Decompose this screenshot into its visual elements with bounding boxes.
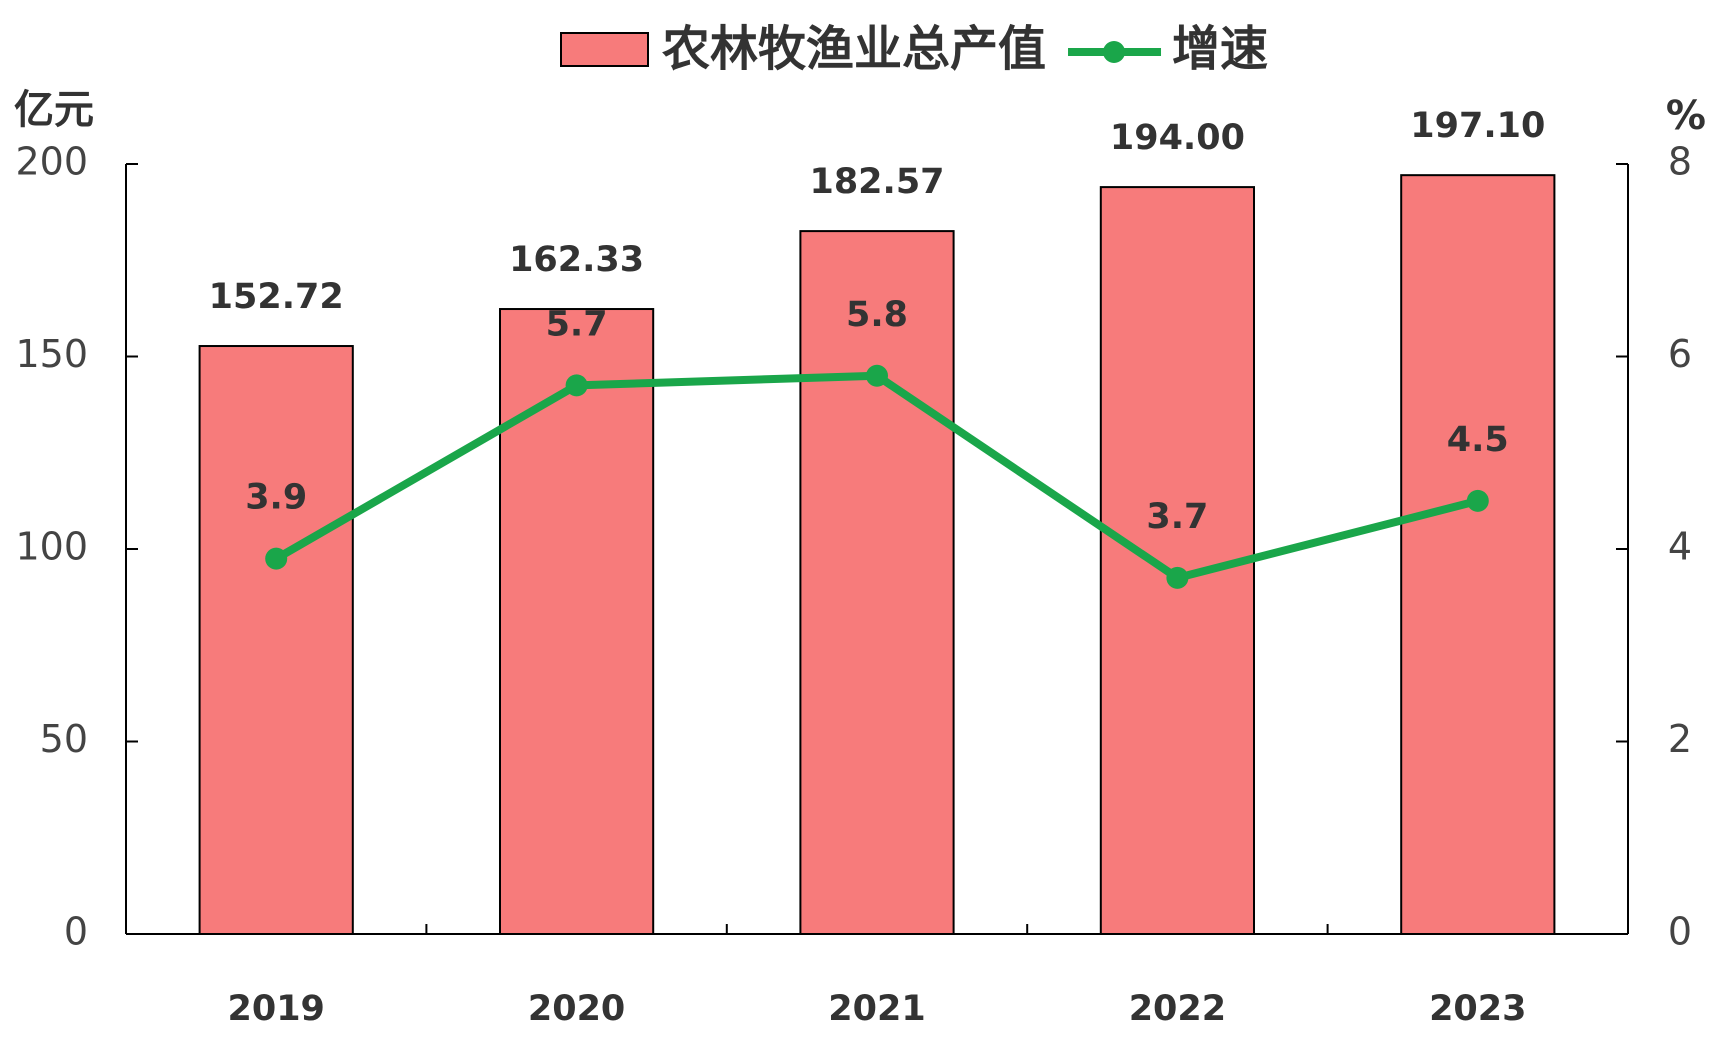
y2-tick-label: 8 [1668, 140, 1692, 184]
legend-swatch [560, 32, 649, 67]
line-value-label: 5.7 [546, 304, 608, 344]
y-tick-label: 50 [40, 717, 88, 761]
legend-marker [1103, 41, 1126, 63]
y2-tick-label: 0 [1668, 910, 1692, 954]
line-point [866, 364, 888, 387]
bar-value-label: 182.57 [809, 162, 944, 202]
line-value-label: 3.9 [245, 478, 307, 518]
y2-tick-label: 4 [1668, 525, 1692, 569]
line-value-label: 5.8 [846, 295, 908, 335]
y-axis-label: 亿元 [14, 87, 94, 133]
bar [1099, 186, 1256, 936]
y2-tick-label: 6 [1668, 332, 1692, 376]
y-tick-label: 0 [64, 910, 88, 954]
line-point [265, 547, 288, 570]
x-tick-label: 2022 [1129, 989, 1226, 1029]
line-point [565, 374, 588, 397]
y-tick-label: 100 [15, 525, 88, 569]
x-tick-label: 2023 [1429, 989, 1526, 1029]
bar [198, 345, 354, 935]
bar [1400, 174, 1556, 936]
line-value-label: 3.7 [1146, 497, 1208, 537]
bar-value-label: 162.33 [509, 240, 644, 280]
bar-value-label: 194.00 [1110, 118, 1245, 158]
line-point [1466, 489, 1489, 512]
x-tick-label: 2020 [528, 989, 625, 1029]
x-tick-label: 2021 [828, 989, 925, 1029]
legend-label: 农林牧渔业总产值 [662, 21, 1046, 77]
x-tick-label: 2019 [227, 989, 324, 1029]
y2-tick-label: 2 [1668, 717, 1692, 761]
y-tick-label: 200 [15, 140, 88, 184]
legend-label: 增速 [1172, 21, 1268, 77]
y2-axis-label: % [1666, 93, 1706, 139]
line-point [1166, 566, 1189, 589]
bar-value-label: 197.10 [1410, 106, 1545, 146]
y-tick-label: 150 [15, 332, 88, 376]
line-value-label: 4.5 [1447, 420, 1509, 460]
bar [799, 230, 955, 935]
bar [498, 308, 655, 936]
bar-value-label: 152.72 [209, 277, 344, 317]
